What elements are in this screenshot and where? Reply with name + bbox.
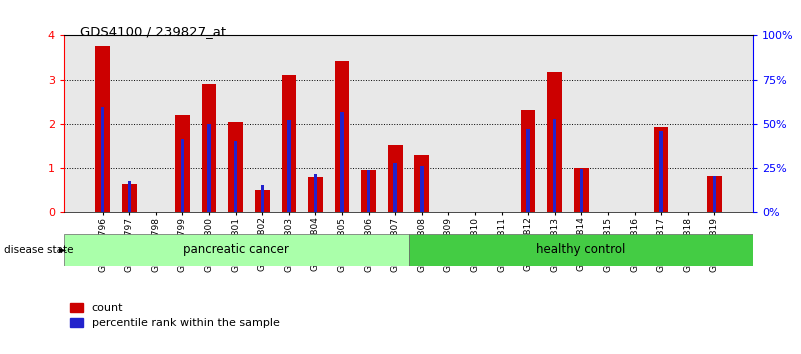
Bar — [122, 184, 137, 212]
Bar — [308, 177, 323, 212]
Bar — [713, 176, 716, 212]
Bar — [553, 119, 557, 212]
Bar — [580, 170, 583, 212]
Bar — [388, 145, 403, 212]
Bar — [228, 122, 243, 212]
Bar — [659, 131, 663, 212]
Bar — [95, 46, 110, 212]
Bar — [547, 72, 562, 212]
Text: ►: ► — [58, 245, 66, 255]
Bar — [207, 124, 211, 212]
Bar — [521, 110, 536, 212]
Bar — [234, 141, 237, 212]
Bar — [707, 176, 722, 212]
Bar — [335, 61, 349, 212]
Bar — [654, 127, 669, 212]
Bar — [127, 181, 131, 212]
Bar — [281, 75, 296, 212]
Text: GDS4100 / 239827_at: GDS4100 / 239827_at — [80, 25, 226, 38]
Bar — [367, 170, 370, 212]
Text: disease state: disease state — [4, 245, 74, 255]
Bar — [181, 139, 184, 212]
Bar — [526, 129, 530, 212]
Bar — [202, 84, 216, 212]
Bar — [255, 190, 270, 212]
Bar — [393, 163, 397, 212]
Bar — [409, 234, 753, 266]
Bar — [361, 170, 376, 212]
Bar — [287, 120, 291, 212]
Bar — [420, 166, 424, 212]
Bar — [314, 174, 317, 212]
Bar — [175, 115, 190, 212]
Bar — [101, 107, 104, 212]
Bar — [414, 155, 429, 212]
Bar — [64, 234, 409, 266]
Bar — [260, 185, 264, 212]
Bar — [574, 168, 589, 212]
Legend: count, percentile rank within the sample: count, percentile rank within the sample — [70, 303, 280, 328]
Text: pancreatic cancer: pancreatic cancer — [183, 243, 289, 256]
Bar — [340, 112, 344, 212]
Text: healthy control: healthy control — [536, 243, 626, 256]
